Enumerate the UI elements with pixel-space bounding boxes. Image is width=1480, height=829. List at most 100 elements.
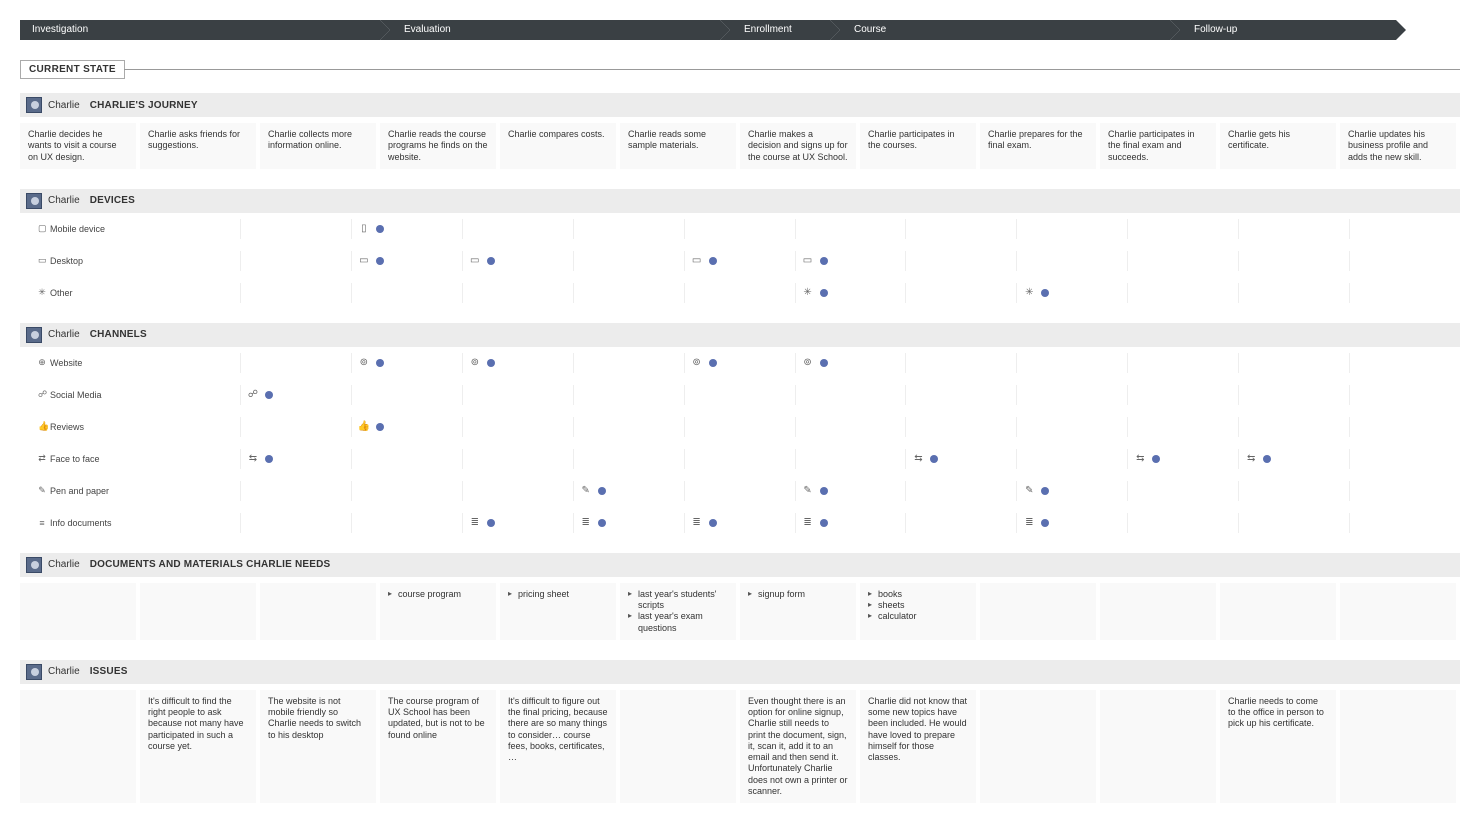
issue-cell: The course program of UX School has been… — [380, 690, 500, 803]
state-label: CURRENT STATE — [20, 60, 125, 79]
issue-cell: Charlie did not know that some new topic… — [860, 690, 980, 803]
lane-cell — [574, 353, 685, 373]
lane-label-icon: ✳ — [38, 287, 46, 298]
section-title-journey: CHARLIE'S JOURNEY — [90, 100, 198, 111]
touchpoint-dot — [598, 487, 606, 495]
section-header-devices: Charlie DEVICES — [20, 189, 1460, 213]
lane-cell — [130, 385, 241, 405]
issue-cell — [1100, 690, 1220, 803]
lane-label-icon: ✎ — [38, 485, 46, 496]
mobile-icon: ▯ — [358, 223, 370, 235]
issue-cell — [620, 690, 740, 803]
touchpoint-dot — [376, 423, 384, 431]
documents-cell — [980, 583, 1100, 640]
touchpoint-dot — [376, 359, 384, 367]
lane-cell — [463, 481, 574, 501]
lane-label-icon: ☍ — [38, 389, 46, 400]
lane-label-icon: ⊕ — [38, 357, 46, 368]
touchpoint-dot — [487, 359, 495, 367]
lane-cell — [241, 513, 352, 533]
lane-cell — [463, 417, 574, 437]
avatar-icon — [26, 557, 42, 573]
other-icon: ✳ — [802, 287, 814, 299]
issue-cell — [1340, 690, 1460, 803]
lane-cell: ⇆ — [906, 449, 1017, 469]
lane-label: 👍Reviews — [20, 417, 130, 437]
lane-cell — [685, 449, 796, 469]
document-item: pricing sheet — [508, 589, 608, 600]
lane-cell — [130, 417, 241, 437]
documents-cell: bookssheetscalculator — [860, 583, 980, 640]
lane-cell — [1239, 353, 1350, 373]
doc-icon: ≣ — [469, 517, 481, 529]
avatar-icon — [26, 327, 42, 343]
doc-icon: ≣ — [691, 517, 703, 529]
lane-row: ≡Info documents≣≣≣≣≣ — [20, 507, 1460, 539]
lane-label-text: Website — [50, 358, 82, 368]
lane-cell: ▭ — [796, 251, 907, 271]
section-title-documents: DOCUMENTS AND MATERIALS CHARLIE NEEDS — [90, 559, 331, 570]
lane-cell: ⊚ — [463, 353, 574, 373]
document-item: last year's exam questions — [628, 611, 728, 634]
lane-cell — [685, 417, 796, 437]
lane-cell — [1350, 251, 1460, 271]
lane-row: ▢Mobile device ▯ — [20, 213, 1460, 245]
lane-cell: ≣ — [463, 513, 574, 533]
issue-cell: Charlie needs to come to the office in p… — [1220, 690, 1340, 803]
lane-cell — [796, 219, 907, 239]
lane-cell — [241, 219, 352, 239]
avatar-icon — [26, 97, 42, 113]
lane-cell: ⇆ — [241, 449, 352, 469]
lane-cell — [574, 417, 685, 437]
lane-label-icon: ≡ — [38, 518, 46, 528]
issue-cell: It's difficult to find the right people … — [140, 690, 260, 803]
review-icon: 👍 — [358, 421, 370, 433]
lane-label: ▢Mobile device — [20, 219, 130, 239]
journey-step: Charlie participates in the final exam a… — [1100, 123, 1220, 169]
lane-label: ⊕ Website — [20, 353, 130, 373]
lane-label-text: Other — [50, 288, 73, 298]
lane-cell — [796, 417, 907, 437]
lane-cell: ▭ — [463, 251, 574, 271]
lane-row: ⇄Face to face⇆⇆⇆⇆ — [20, 443, 1460, 475]
lane-cell: ⇆ — [1128, 449, 1239, 469]
issues-row: It's difficult to find the right people … — [20, 684, 1460, 809]
section-header-documents: Charlie DOCUMENTS AND MATERIALS CHARLIE … — [20, 553, 1460, 577]
journey-step: Charlie reads the course programs he fin… — [380, 123, 500, 169]
section-title-devices: DEVICES — [90, 195, 135, 206]
lane-cell — [241, 251, 352, 271]
lane-cell — [463, 283, 574, 303]
state-line — [124, 69, 1460, 70]
lane-label: ✎Pen and paper — [20, 481, 130, 501]
doc-icon: ≣ — [802, 517, 814, 529]
persona-name: Charlie — [48, 100, 80, 111]
lane-cell — [1350, 481, 1460, 501]
lane-cell — [130, 353, 241, 373]
document-item: sheets — [868, 600, 968, 611]
lane-cell — [130, 513, 241, 533]
pen-icon: ✎ — [1023, 485, 1035, 497]
avatar-icon — [26, 664, 42, 680]
desktop-icon: ▭ — [469, 255, 481, 267]
lane-cell — [130, 251, 241, 271]
lane-row: ✎Pen and paper✎✎✎ — [20, 475, 1460, 507]
lane-cell — [1239, 283, 1350, 303]
lane-cell — [1128, 385, 1239, 405]
lane-cell — [574, 449, 685, 469]
lane-label-text: Reviews — [50, 422, 84, 432]
lane-cell — [1128, 353, 1239, 373]
documents-cell: signup form — [740, 583, 860, 640]
lane-cell — [241, 353, 352, 373]
touchpoint-dot — [487, 257, 495, 265]
journey-step: Charlie reads some sample materials. — [620, 123, 740, 169]
lane-cell: ▯ — [352, 219, 463, 239]
persona-name: Charlie — [48, 329, 80, 340]
lane-cell — [352, 481, 463, 501]
lane-label-text: Info documents — [50, 518, 112, 528]
document-item: calculator — [868, 611, 968, 622]
lane-cell: ✎ — [574, 481, 685, 501]
lane-row: ✳Other✳✳ — [20, 277, 1460, 309]
lane-cell — [906, 219, 1017, 239]
lane-row: ☍Social Media☍ — [20, 379, 1460, 411]
lane-cell — [906, 481, 1017, 501]
